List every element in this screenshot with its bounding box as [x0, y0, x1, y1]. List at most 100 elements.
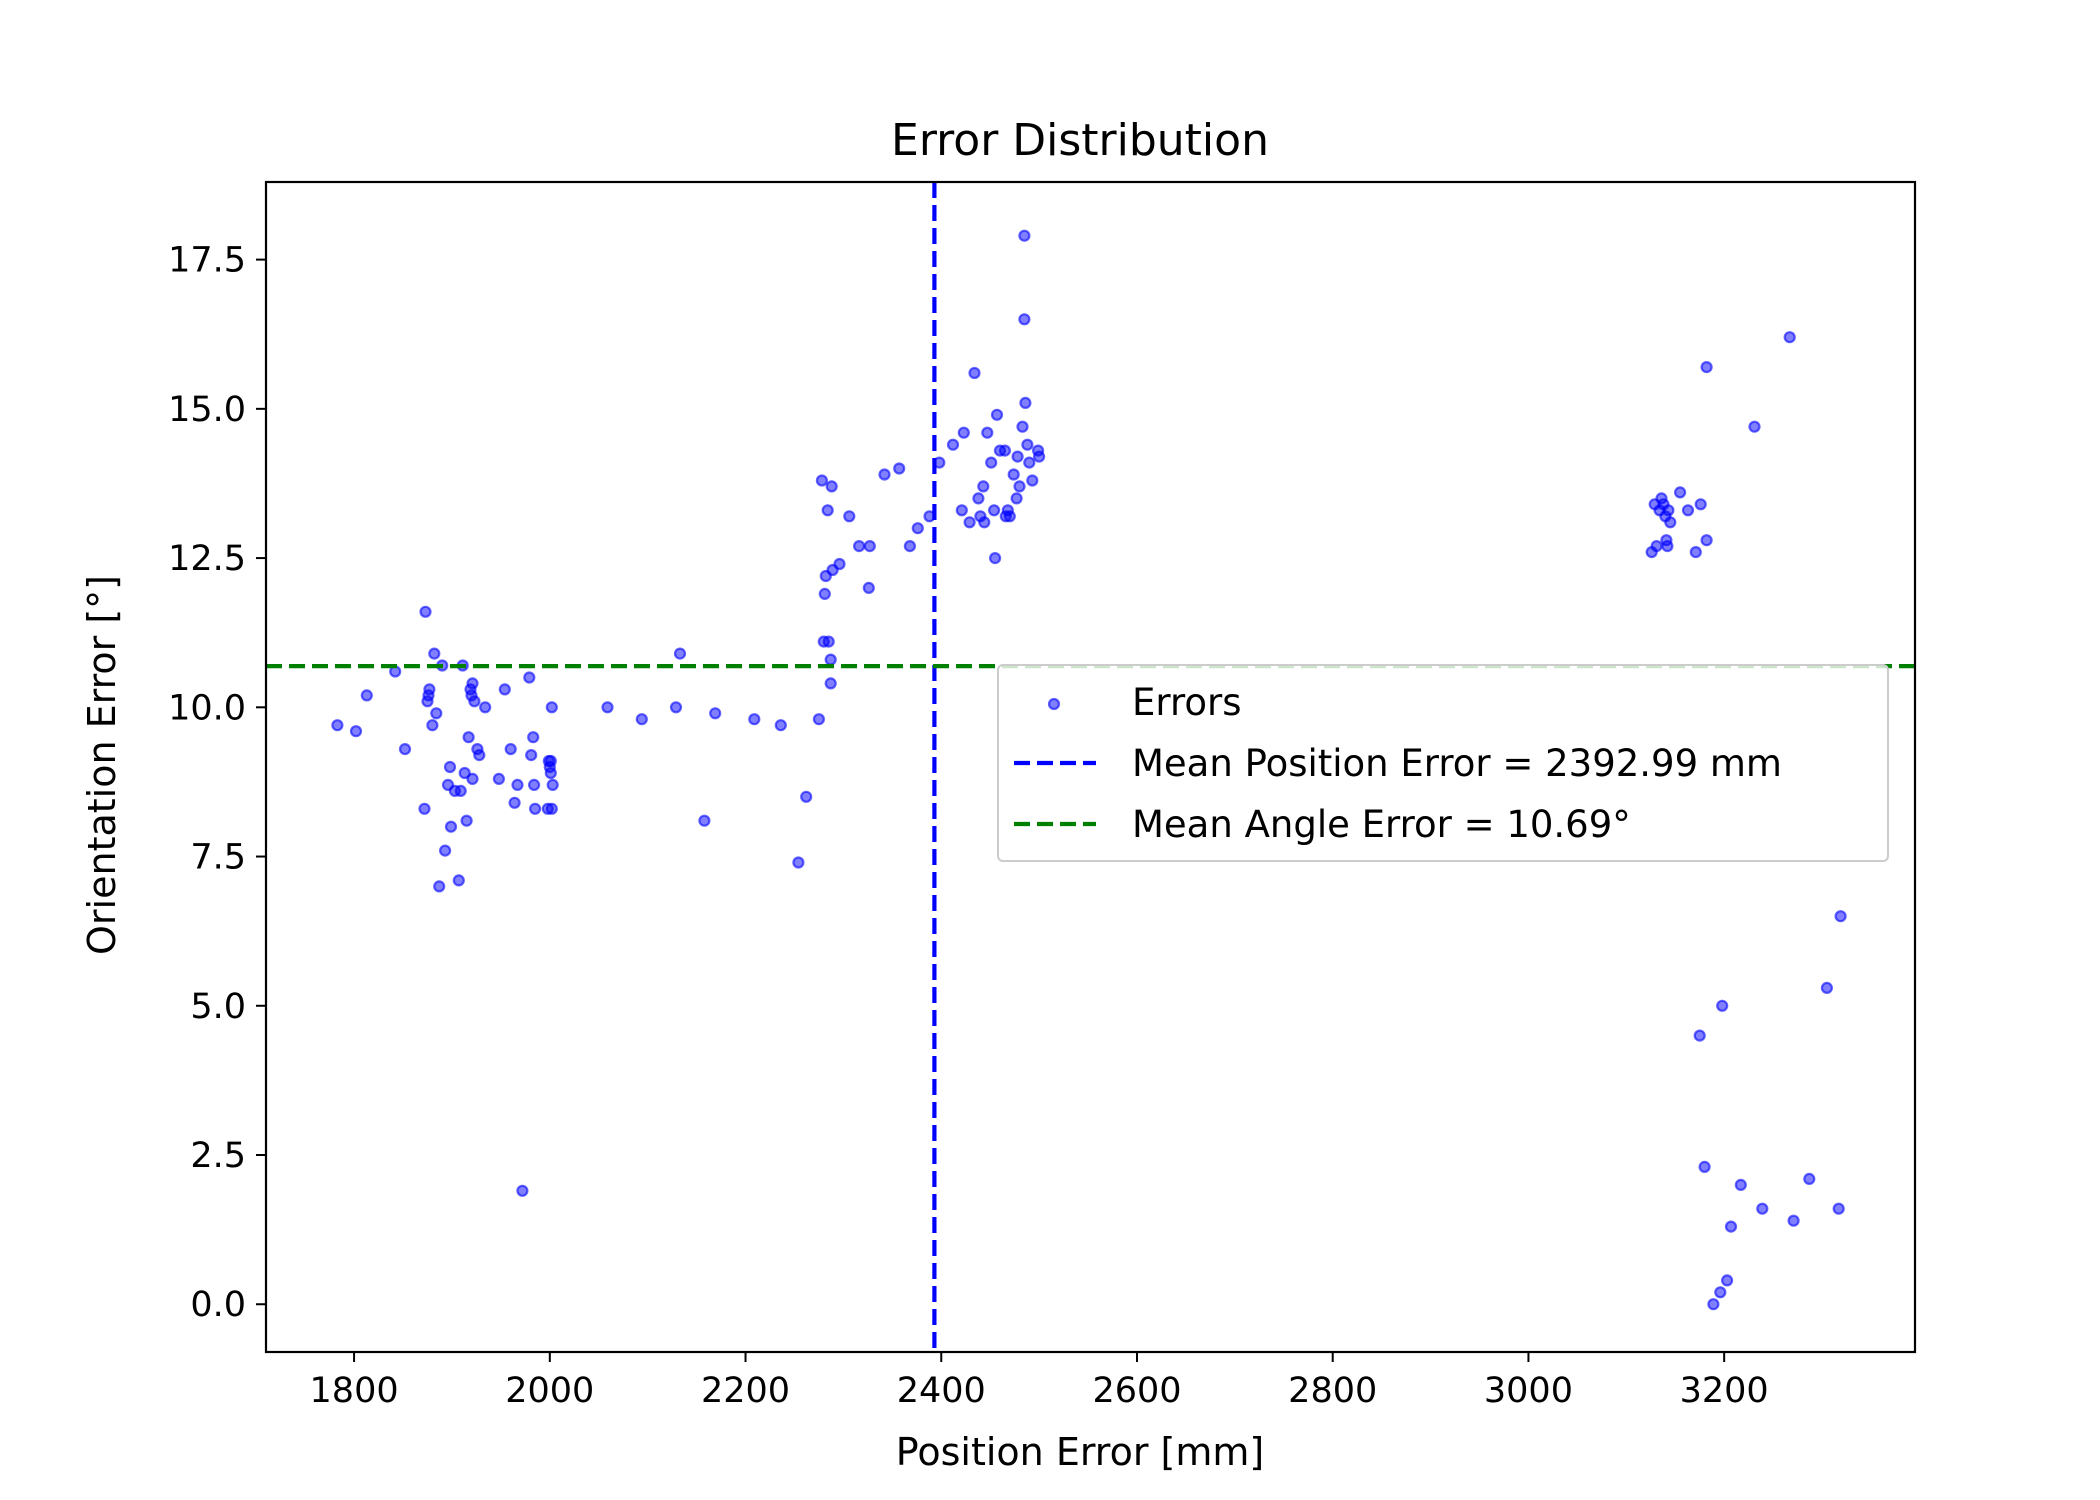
- data-point: [443, 760, 457, 774]
- data-point: [963, 516, 976, 529]
- data-point: [815, 474, 829, 487]
- data-point: [1820, 981, 1834, 995]
- data-point: [1662, 504, 1675, 517]
- data-point: [1694, 498, 1707, 511]
- data-point: [812, 713, 826, 726]
- data-point: [546, 778, 559, 792]
- data-point: [430, 707, 443, 720]
- data-point: [1803, 1172, 1816, 1186]
- data-point: [426, 719, 439, 732]
- data-point: [862, 581, 875, 595]
- data-point: [1664, 516, 1677, 529]
- data-point: [955, 504, 968, 517]
- data-point: [466, 772, 479, 786]
- data-point: [349, 725, 363, 738]
- data-point: [748, 713, 761, 726]
- y-tick-label: 10.0: [168, 688, 246, 728]
- data-point: [423, 683, 436, 696]
- data-point: [1756, 1202, 1769, 1215]
- data-point: [1032, 450, 1046, 463]
- data-point: [911, 522, 924, 535]
- data-point: [998, 444, 1012, 457]
- data-point: [1748, 420, 1761, 433]
- data-point: [545, 802, 558, 815]
- data-point: [1714, 1286, 1727, 1299]
- x-tick-label: 2200: [701, 1371, 790, 1411]
- y-tick-label: 7.5: [190, 838, 246, 878]
- data-point: [1661, 539, 1674, 553]
- data-point: [1716, 999, 1729, 1012]
- data-point: [544, 766, 557, 780]
- data-point: [957, 426, 970, 439]
- data-point: [1019, 396, 1032, 409]
- data-point: [545, 701, 558, 714]
- data-point: [1689, 545, 1702, 559]
- data-point: [544, 754, 557, 768]
- data-point: [428, 647, 441, 660]
- data-point: [479, 701, 492, 714]
- data-point: [601, 701, 614, 714]
- data-point: [360, 689, 373, 702]
- data-point: [1650, 539, 1663, 553]
- y-axis-label: Orientation Error [°]: [80, 575, 124, 955]
- data-point: [444, 820, 458, 833]
- data-point: [1018, 229, 1031, 242]
- data-point: [1787, 1214, 1800, 1227]
- data-point: [1693, 1029, 1706, 1042]
- data-point: [1681, 504, 1695, 517]
- data-point: [454, 784, 467, 798]
- data-point: [504, 742, 517, 756]
- data-point: [1724, 1220, 1738, 1233]
- x-tick-label: 2400: [897, 1371, 986, 1411]
- data-point: [508, 796, 521, 809]
- data-point: [990, 408, 1004, 421]
- data-point: [527, 778, 541, 792]
- x-tick-label: 2000: [505, 1371, 594, 1411]
- data-point: [709, 707, 722, 720]
- data-point: [833, 557, 846, 571]
- data-point: [466, 677, 479, 690]
- data-point: [1011, 450, 1024, 463]
- legend-label-mean-position: Mean Position Error = 2392.99 mm: [1132, 742, 1782, 785]
- data-point: [821, 504, 834, 517]
- data-point: [978, 516, 991, 529]
- data-point: [452, 874, 465, 887]
- data-point: [843, 510, 856, 523]
- legend-box: [997, 664, 1889, 862]
- data-point: [1834, 910, 1847, 923]
- y-tick-label: 12.5: [168, 539, 246, 579]
- data-point: [1016, 420, 1029, 433]
- data-point: [1023, 456, 1036, 469]
- data-point: [985, 456, 998, 469]
- data-point: [968, 366, 981, 380]
- data-point: [498, 683, 511, 696]
- data-point: [669, 701, 683, 714]
- data-point: [473, 748, 486, 762]
- data-point: [981, 426, 994, 439]
- data-point: [800, 790, 813, 803]
- data-point: [673, 647, 687, 660]
- data-point: [825, 480, 838, 493]
- data-point: [433, 880, 446, 893]
- data-point: [511, 778, 524, 792]
- data-point: [698, 814, 711, 827]
- data-point: [852, 539, 866, 553]
- data-point: [528, 802, 542, 815]
- axes-frame: [264, 180, 1917, 1354]
- data-point: [460, 814, 473, 827]
- x-tick-label: 3200: [1680, 1371, 1769, 1411]
- data-point: [893, 462, 906, 475]
- x-tick-label: 2600: [1092, 1371, 1181, 1411]
- y-tick-label: 5.0: [190, 987, 246, 1027]
- data-point: [468, 695, 481, 708]
- data-point: [792, 856, 805, 869]
- data-point: [1700, 361, 1713, 374]
- data-point: [1783, 331, 1796, 344]
- data-point: [418, 802, 431, 815]
- data-point: [987, 504, 1001, 517]
- data-point: [516, 1184, 529, 1197]
- y-tick-label: 2.5: [190, 1136, 246, 1176]
- data-point: [863, 539, 876, 553]
- data-point: [1720, 1274, 1734, 1287]
